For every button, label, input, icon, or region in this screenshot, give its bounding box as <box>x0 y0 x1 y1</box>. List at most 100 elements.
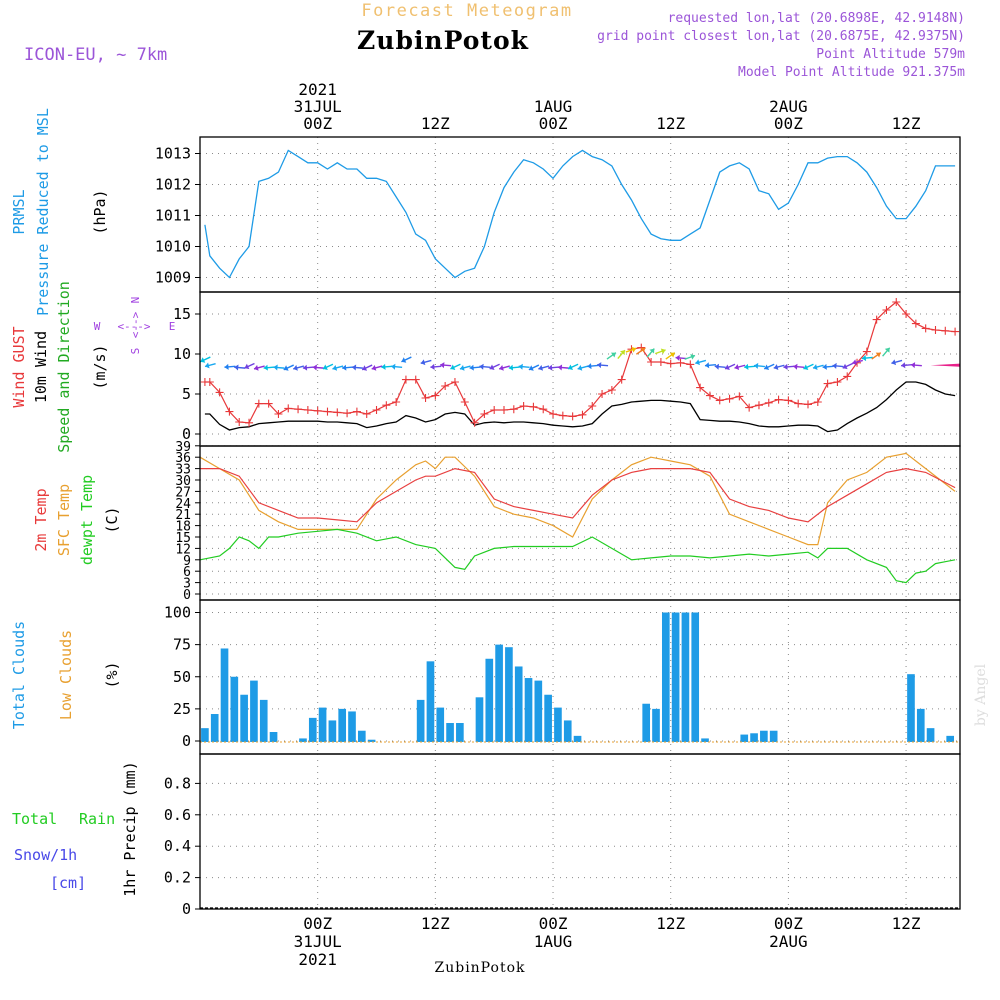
wind-direction-arrow <box>508 364 520 371</box>
wind-direction-arrow <box>597 362 609 369</box>
pressure-frame <box>199 136 961 293</box>
top-time-label: 00Z <box>774 114 803 133</box>
wind-direction-arrow <box>381 363 393 370</box>
gust-marker <box>607 386 616 394</box>
total-cloud-bar <box>475 697 484 742</box>
y-tick-label: 75 <box>173 636 191 654</box>
wind-direction-arrow <box>684 354 696 360</box>
wind-direction-arrow <box>401 356 412 363</box>
wind-direction-arrow <box>577 364 589 371</box>
footer-location: ZubinPotok <box>434 960 525 976</box>
gust-marker <box>813 398 822 406</box>
top-title: Forecast Meteogram <box>361 1 572 21</box>
wind-direction-arrow <box>665 352 676 360</box>
precip-panel: 0 0.2 0.4 0.6 0.8 <box>164 753 961 918</box>
bottom-time-label: 12Z <box>892 914 921 933</box>
gust-marker <box>833 378 842 386</box>
ms-unit: (m/s) <box>91 344 109 389</box>
top-time-label: 1AUG <box>534 97 573 116</box>
wind-direction-arrow <box>557 364 569 371</box>
bottom-time-label: 00Z <box>774 914 803 933</box>
total-cloud-bar <box>514 666 523 742</box>
top-time-label: 12Z <box>656 114 685 133</box>
y-tick-label: 12 <box>175 542 191 557</box>
top-time-label: 12Z <box>892 114 921 133</box>
gust-marker <box>676 358 685 367</box>
gust-marker <box>843 372 852 381</box>
total-cloud-bar <box>318 707 327 742</box>
gust-marker <box>902 310 911 318</box>
total-cloud-bar <box>916 708 925 742</box>
gust-marker <box>480 410 489 418</box>
y-tick-label: 24 <box>175 497 191 512</box>
wind-direction-arrow <box>587 363 599 370</box>
cm-label: [cm] <box>50 874 86 892</box>
total-cloud-bar <box>750 733 758 742</box>
point-altitude: Point Altitude 579m <box>816 47 965 62</box>
wind-direction-arrow <box>273 364 285 371</box>
gust-marker <box>754 401 763 410</box>
wind-direction-arrow <box>204 362 216 369</box>
wind-direction-arrow <box>753 362 766 369</box>
10m-wind-line <box>204 381 956 433</box>
total-cloud-bar <box>201 728 209 742</box>
total-cloud-bar <box>446 723 454 742</box>
wind-direction-arrow <box>391 363 403 370</box>
total-cloud-bar <box>338 708 347 742</box>
y-tick-label: 15 <box>175 531 191 546</box>
gust-marker <box>617 375 626 384</box>
wind-direction-arrow <box>371 364 383 371</box>
gust-marker <box>725 394 734 403</box>
gust-marker <box>529 402 538 411</box>
compass-n: N <box>129 297 142 304</box>
bottom-time-label: 1AUG <box>534 932 573 951</box>
wind-direction-arrow <box>625 346 637 353</box>
total-cloud-bar <box>563 720 572 742</box>
wind-direction-arrow <box>617 349 626 360</box>
celsius-unit: (C) <box>103 506 121 533</box>
gust-marker <box>264 399 273 408</box>
wind-direction-arrow <box>547 364 560 371</box>
y-tick-label: 15 <box>173 305 191 323</box>
y-tick-label: 25 <box>173 700 191 718</box>
total-cloud-bar <box>769 730 778 742</box>
gust-marker <box>951 327 960 336</box>
compass-horizontal: <---> <box>117 320 150 333</box>
gust-marker <box>784 396 793 405</box>
gust-marker <box>823 379 832 388</box>
gust-marker <box>362 410 371 418</box>
gust-marker <box>313 406 322 415</box>
wind-direction-arrow <box>263 364 275 371</box>
wind-direction-arrow <box>224 363 236 370</box>
total-cloud-bar <box>426 661 435 742</box>
total-cloud-bar <box>456 723 464 742</box>
gust-marker <box>372 406 381 414</box>
gust-marker <box>411 375 420 384</box>
gust-marker <box>656 358 665 366</box>
total-cloud-bar <box>210 714 219 742</box>
wind-direction-arrow <box>430 363 442 370</box>
gust-marker <box>921 324 930 333</box>
total-cloud-bar <box>926 728 935 742</box>
gust-marker <box>274 410 283 418</box>
y-tick-label: 0.6 <box>164 806 191 824</box>
total-cloud-bar <box>652 708 660 742</box>
y-tick-label: 27 <box>175 485 191 500</box>
top-time-label: 2AUG <box>769 97 808 116</box>
total-cloud-bar <box>505 647 513 742</box>
wind-direction-arrow <box>244 362 255 370</box>
pressure-reduced-label: Pressure Reduced to MSL <box>34 108 52 316</box>
y-tick-label: 0 <box>182 732 191 750</box>
compass-e: E <box>169 320 176 333</box>
gust-marker <box>225 407 234 416</box>
gust-marker <box>352 407 361 416</box>
total-cloud-bar <box>250 680 258 742</box>
y-tick-label: 5 <box>182 385 191 403</box>
bottom-time-label: 12Z <box>656 914 685 933</box>
wind-direction-arrow <box>528 364 540 371</box>
dewpt-temp-label: dewpt Temp <box>78 475 96 565</box>
y-tick-label: 18 <box>175 520 191 535</box>
gust-marker <box>392 398 401 406</box>
wind-direction-arrow <box>714 363 726 370</box>
gust-marker <box>911 319 920 328</box>
